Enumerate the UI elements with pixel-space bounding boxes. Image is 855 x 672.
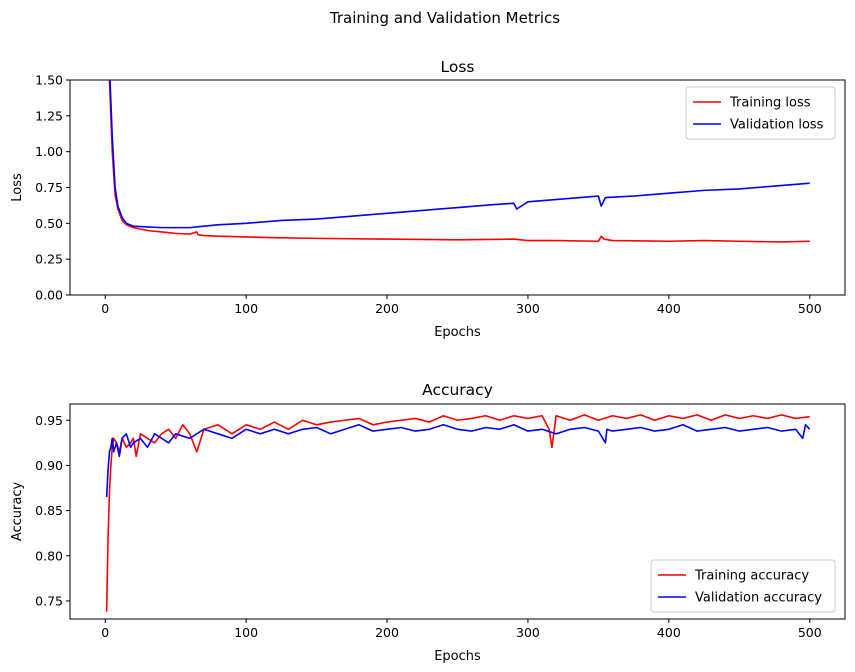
series-line-0-0 (108, 80, 810, 243)
series-line-0-1 (109, 80, 810, 229)
y-tick-label-0-5: 1.25 (35, 108, 63, 123)
x-axis-label-0: Epochs (434, 325, 481, 340)
legend-0: Training loss Validation loss (685, 86, 836, 140)
x-tick-label-0-2: 200 (375, 301, 399, 316)
legend-frame-1 (650, 559, 836, 613)
series-line-1-0 (105, 414, 810, 612)
subplot-title-0: Loss (441, 58, 475, 76)
y-tick-label-1-1: 0.80 (35, 548, 63, 563)
y-tick-label-0-3: 0.75 (35, 180, 63, 195)
y-tick-label-0-1: 0.25 (35, 252, 63, 267)
y-tick-label-0-0: 0.00 (35, 288, 63, 303)
x-tick-label-1-1: 100 (234, 625, 258, 640)
y-axis-label-1: Accuracy (10, 482, 25, 542)
axes-frame-1 (69, 403, 846, 620)
legend-frame-0 (685, 86, 836, 140)
x-tick-label-1-0: 0 (101, 625, 109, 640)
subplots: Loss Epochs Loss 0 100 200 300 400 500 0.00 0.25 0.… (10, 58, 846, 664)
y-tick-label-0-4: 1.00 (35, 144, 63, 159)
legend-1: Training accuracy Validation accuracy (650, 559, 836, 613)
x-tick-label-0-5: 500 (798, 301, 822, 316)
y-tick-label-1-4: 0.95 (35, 413, 63, 428)
subplot-title-1: Accuracy (422, 381, 493, 399)
legend-label-0-1: Validation loss (730, 118, 824, 133)
y-tick-label-1-2: 0.85 (35, 503, 63, 518)
y-tick-label-1-0: 0.75 (35, 593, 63, 608)
x-tick-label-0-0: 0 (101, 301, 109, 316)
subplot-1: Accuracy Epochs Accuracy 0 100 200 300 400 500 0.… (10, 381, 846, 664)
y-tick-label-0-6: 1.50 (35, 73, 63, 88)
figure-suptitle: Training and Validation Metrics (329, 9, 560, 27)
series-line-1-1 (105, 423, 811, 498)
y-tick-label-1-3: 0.90 (35, 458, 63, 473)
x-tick-label-0-1: 100 (234, 301, 258, 316)
x-tick-label-1-4: 400 (657, 625, 681, 640)
x-tick-label-1-3: 300 (516, 625, 540, 640)
y-axis-label-0: Loss (10, 173, 25, 202)
legend-label-1-1: Validation accuracy (695, 591, 822, 606)
y-tick-label-0-2: 0.50 (35, 216, 63, 231)
x-tick-label-0-4: 400 (657, 301, 681, 316)
legend-label-0-0: Training loss (729, 96, 811, 111)
x-axis-label-1: Epochs (434, 649, 481, 664)
x-tick-label-0-3: 300 (516, 301, 540, 316)
x-tick-label-1-2: 200 (375, 625, 399, 640)
subplot-0: Loss Epochs Loss 0 100 200 300 400 500 0.00 0.25 0.… (10, 58, 846, 340)
legend-label-1-0: Training accuracy (694, 569, 809, 584)
x-tick-label-1-5: 500 (798, 625, 822, 640)
